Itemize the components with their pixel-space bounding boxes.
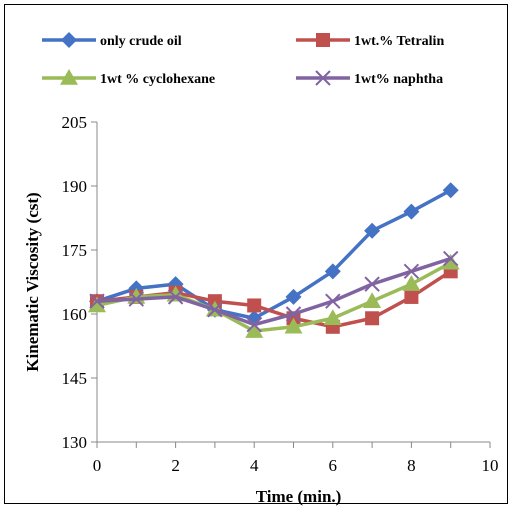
series-1wt-naphtha-point: [89, 293, 105, 309]
y-tick-label: 130: [62, 433, 88, 452]
series-1wt-cyclohexane-point: [284, 317, 303, 334]
legend: only crude oil 1wt.% Tetralin 1wt % cycloh…: [42, 32, 444, 87]
series-1wt-naphtha-point: [364, 276, 380, 292]
legend-label: only crude oil: [100, 34, 182, 49]
series-only-crude-oil-point: [364, 222, 381, 239]
y-tick-label: 205: [62, 113, 88, 132]
y-tick-label: 160: [62, 305, 88, 324]
series-1wt-naphtha: [89, 250, 459, 333]
legend-label: 1wt.% Tetralin: [354, 34, 444, 49]
legend-item-1wt-cyclohexane: 1wt % cyclohexane: [42, 69, 215, 87]
series-1wt-tetralin-point: [404, 289, 419, 304]
series-only-crude-oil: [89, 182, 459, 327]
legend-label: 1wt % cyclohexane: [100, 72, 215, 87]
x-tick-label: 0: [93, 456, 102, 475]
tick-group: 130 145 160 175 190 205 0 2 4 6 8 10: [62, 113, 499, 475]
x-tick-label: 8: [407, 456, 416, 475]
series-1wt-cyclohexane-line: [96, 261, 452, 333]
series-1wt-naphtha-line: [96, 256, 452, 327]
series-1wt-naphtha-point: [128, 291, 145, 307]
series-1wt-naphtha-point-stroke: [246, 316, 262, 333]
legend-item-1wt-naphtha: 1wt% naphtha: [296, 70, 443, 87]
series-1wt-naphtha-point-stroke: [325, 293, 341, 309]
series-1wt-naphtha-point-stroke: [207, 302, 223, 318]
legend-swatch-marker: [315, 70, 331, 86]
y-tick-label: 175: [62, 241, 88, 260]
x-tick-label: 10: [482, 456, 499, 475]
series-1wt-cyclohexane-point: [363, 292, 382, 308]
series-1wt-naphtha-point-stroke: [442, 250, 459, 267]
y-tick-label: 190: [62, 177, 88, 196]
x-tick-label: 6: [329, 456, 338, 475]
legend-swatch-marker: [316, 33, 330, 47]
series-1wt-naphtha-point: [285, 306, 302, 322]
series-1wt-naphtha-point-stroke: [128, 291, 145, 307]
x-tick-label: 4: [250, 456, 259, 475]
y-tick-label: 145: [62, 369, 88, 388]
series-1wt-naphtha-point-stroke: [403, 263, 420, 280]
x-axis-title: Time (min.): [256, 487, 342, 506]
series-1wt-tetralin-point: [247, 298, 262, 313]
series-only-crude-oil-point: [403, 203, 420, 220]
legend-label: 1wt% naphtha: [354, 72, 443, 87]
series-1wt-naphtha-point: [246, 316, 262, 333]
legend-swatch-marker: [61, 32, 77, 48]
chart-frame: [4, 4, 508, 504]
x-tick-label: 2: [171, 456, 180, 475]
series-only-crude-oil-point: [285, 288, 302, 305]
series-1wt-naphtha-point-stroke: [285, 306, 302, 322]
series-1wt-naphtha-point: [442, 250, 459, 267]
series-1wt-naphtha-point-stroke: [89, 293, 105, 309]
legend-item-1wt-tetralin: 1wt.% Tetralin: [296, 33, 444, 49]
legend-swatch-marker: [60, 69, 78, 85]
series-1wt-naphtha-point: [167, 289, 184, 305]
legend-item-only-crude-oil: only crude oil: [42, 32, 182, 49]
series-1wt-naphtha-point: [207, 302, 223, 318]
series-1wt-naphtha-point: [403, 263, 420, 280]
legend-swatch-marker-stroke: [315, 70, 331, 86]
y-axis-title: Kinematic Viscosity (cst): [23, 192, 42, 371]
series-only-crude-oil-point: [442, 182, 459, 199]
series-1wt-naphtha-point: [325, 293, 341, 309]
series-1wt-cyclohexane-point: [441, 253, 460, 270]
series-only-crude-oil-point: [324, 263, 341, 280]
series-1wt-cyclohexane-point: [402, 275, 421, 291]
chart-axes: [96, 122, 490, 443]
series-1wt-cyclohexane-point: [88, 296, 106, 313]
series-group: [88, 182, 460, 338]
series-1wt-cyclohexane-point: [323, 309, 342, 326]
series-1wt-cyclohexane: [88, 253, 460, 338]
series-only-crude-oil-line: [96, 188, 452, 321]
series-1wt-cyclohexane-point: [245, 322, 264, 338]
series-1wt-naphtha-point-stroke: [364, 276, 380, 292]
series-1wt-naphtha-point-stroke: [167, 289, 184, 305]
series-1wt-tetralin-point: [365, 311, 380, 326]
